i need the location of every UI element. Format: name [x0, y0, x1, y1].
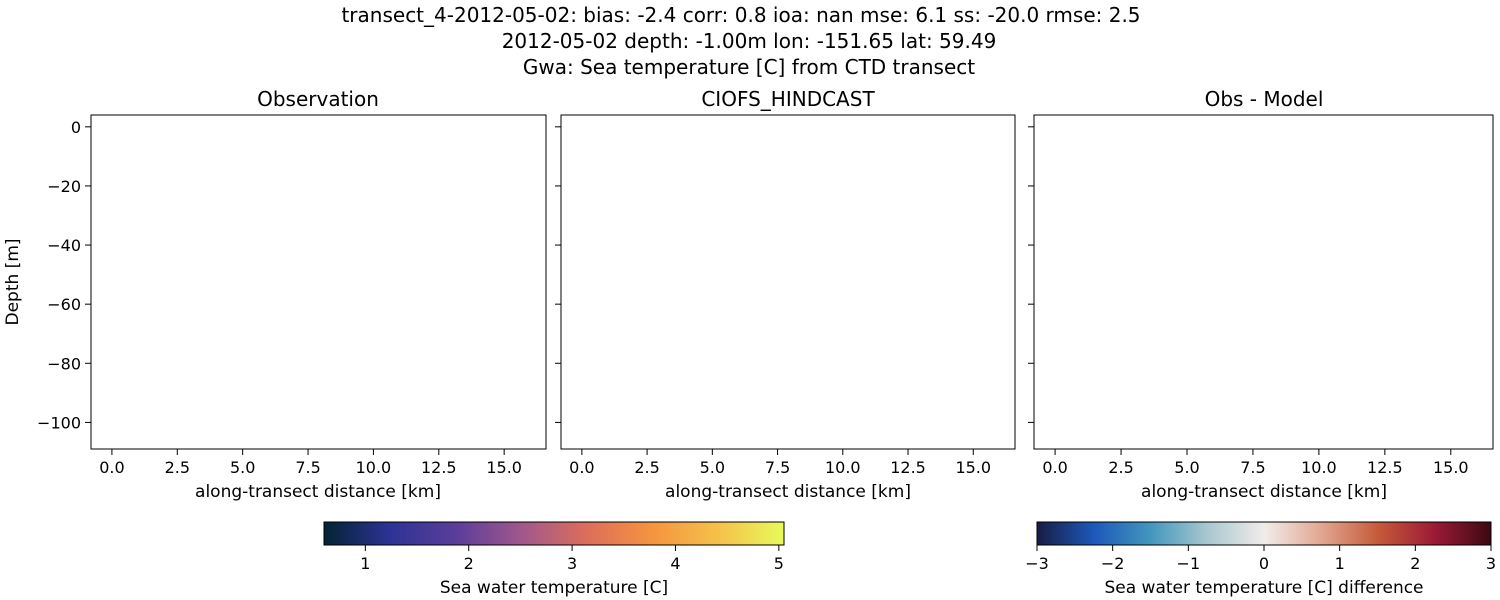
plot-frame: [560, 114, 1016, 450]
y-ticks: [555, 126, 561, 423]
x-tick-label: 0.0: [99, 458, 124, 477]
suptitle-line-2: 2012-05-02 depth: -1.00m lon: -151.65 la…: [502, 29, 997, 53]
x-tick-label: 5.0: [1174, 458, 1199, 477]
y-tick-label: −40: [47, 236, 81, 255]
x-tick-label: 7.5: [765, 458, 790, 477]
x-tick-label: 10.0: [1301, 458, 1337, 477]
panel-title: Obs - Model: [1205, 87, 1324, 111]
difference-panel: Obs - Model 0.0 2.5 5.0 7.5 10.0 12.5 15.0 alo…: [1028, 87, 1494, 502]
x-tick-label: 15.0: [955, 458, 991, 477]
panel-title: Observation: [257, 87, 379, 111]
suptitle-line-1: transect_4-2012-05-02: bias: -2.4 corr: …: [341, 3, 1140, 27]
x-tick-label: 5.0: [700, 458, 725, 477]
colorbar-label: Sea water temperature [C]: [440, 578, 668, 598]
y-ticks: [1028, 126, 1034, 423]
casts: [107, 125, 530, 439]
colorbar-tick-label: 2: [1410, 554, 1420, 573]
colorbar-tick-label: 1: [1335, 554, 1345, 573]
x-tick-label: 10.0: [356, 458, 392, 477]
colorbar-frame: [323, 521, 785, 546]
x-tick-label: 2.5: [1108, 458, 1133, 477]
x-tick-label: 5.0: [230, 458, 255, 477]
colorbar-tick-label: 5: [774, 554, 784, 573]
colorbar-tick-label: 2: [464, 554, 474, 573]
y-axis-label: Depth [m]: [3, 238, 23, 325]
colorbar-tick-label: 4: [670, 554, 680, 573]
x-tick-label: 2.5: [165, 458, 190, 477]
colorbar-gradient: [1037, 522, 1491, 545]
x-tick-label: 2.5: [634, 458, 659, 477]
x-tick-label: 12.5: [1367, 458, 1403, 477]
x-tick-label: 15.0: [486, 458, 522, 477]
plot-frame: [1033, 114, 1494, 450]
y-tick-label: 0: [71, 118, 81, 137]
x-tick-label: 10.0: [825, 458, 861, 477]
x-ticks: 0.0 2.5 5.0 7.5 10.0 12.5 15.0: [99, 449, 522, 477]
casts: [577, 128, 999, 439]
y-tick-label: −60: [47, 295, 81, 314]
colorbar-tick-label: 3: [567, 554, 577, 573]
casts: [1051, 113, 1476, 453]
colorbar-tick-label: 0: [1259, 554, 1269, 573]
figure-suptitle: transect_4-2012-05-02: bias: -2.4 corr: …: [341, 3, 1140, 79]
colorbar-ticks: −3 −2 −1 0 1 2 3: [1025, 545, 1496, 573]
suptitle-line-3: Gwa: Sea temperature [C] from CTD transe…: [523, 55, 975, 79]
difference-colorbar: −3 −2 −1 0 1 2 3 Sea water temperature [C] dif…: [1025, 521, 1496, 598]
x-axis-label: along-transect distance [km]: [195, 482, 441, 502]
x-axis-label: along-transect distance [km]: [665, 482, 911, 502]
panel-title: CIOFS_HINDCAST: [701, 87, 875, 111]
x-axis-label: along-transect distance [km]: [1141, 482, 1387, 502]
x-tick-label: 7.5: [295, 458, 320, 477]
x-tick-label: 12.5: [421, 458, 457, 477]
colorbar-tick-label: −1: [1177, 554, 1201, 573]
colorbar-tick-label: −2: [1101, 554, 1125, 573]
x-tick-label: 15.0: [1433, 458, 1469, 477]
temperature-colorbar: 1 2 3 4 5 Sea water temperature [C]: [323, 521, 785, 598]
x-ticks: 0.0 2.5 5.0 7.5 10.0 12.5 15.0: [1042, 449, 1469, 477]
plot-frame: [90, 114, 547, 450]
colorbar-tick-label: −3: [1025, 554, 1049, 573]
x-tick-label: 0.0: [569, 458, 594, 477]
y-ticks: 0 −20 −40 −60 −80 −100: [37, 118, 91, 432]
model-panel: CIOFS_HINDCAST 0.0 2.5 5.0 7.5 10.0 12.5 15.0 …: [555, 87, 1016, 502]
colorbar-tick-label: 3: [1486, 554, 1496, 573]
colorbar-ticks: 1 2 3 4 5: [360, 545, 784, 573]
colorbar-gradient: [324, 522, 784, 545]
y-tick-label: −100: [37, 413, 81, 432]
observation-panel: Observation 0.0 2.5 5.0 7.5 10.0 12.5 15.0 0 −2…: [3, 87, 547, 502]
y-tick-label: −80: [47, 354, 81, 373]
x-tick-label: 7.5: [1240, 458, 1265, 477]
colorbar-tick-label: 1: [360, 554, 370, 573]
x-tick-label: 0.0: [1042, 458, 1067, 477]
x-ticks: 0.0 2.5 5.0 7.5 10.0 12.5 15.0: [569, 449, 991, 477]
colorbar-label: Sea water temperature [C] difference: [1104, 578, 1423, 598]
x-tick-label: 12.5: [890, 458, 926, 477]
y-tick-label: −20: [47, 177, 81, 196]
